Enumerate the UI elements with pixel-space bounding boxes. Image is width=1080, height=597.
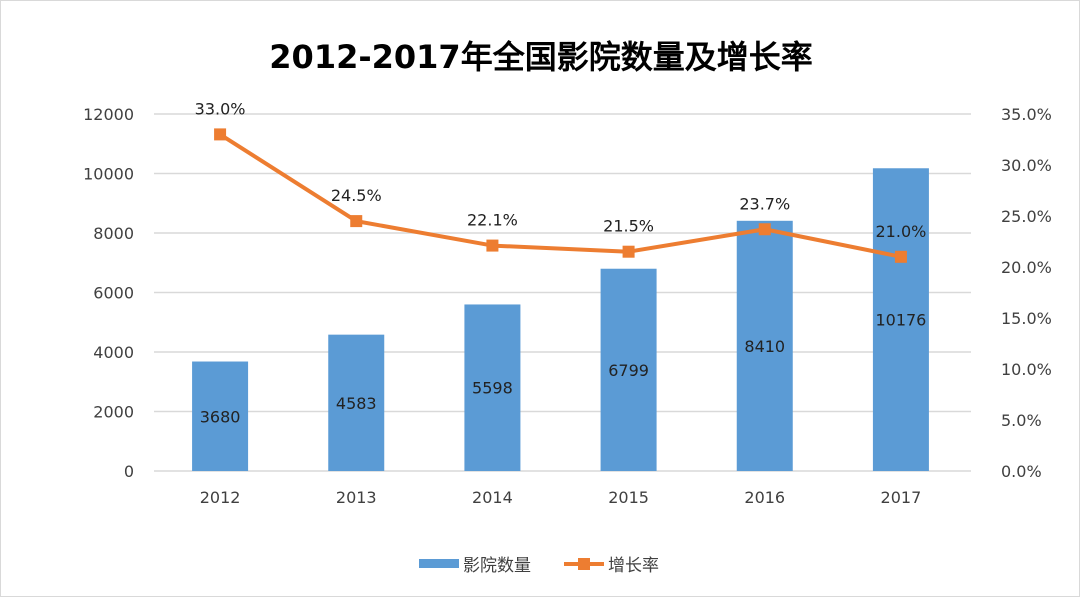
chart-title: 2012-2017年全国影院数量及增长率 — [269, 38, 812, 76]
line-data-label: 33.0% — [195, 99, 246, 118]
legend-line-marker — [578, 558, 590, 570]
right-tick-label: 15.0% — [1001, 309, 1052, 328]
legend-line-label: 增长率 — [608, 556, 659, 576]
line-marker — [622, 245, 635, 258]
line-data-label: 21.5% — [603, 217, 654, 236]
left-tick-label: 2000 — [93, 403, 134, 422]
right-tick-label: 10.0% — [1001, 360, 1052, 379]
line-marker — [486, 239, 499, 252]
line-data-label: 21.0% — [876, 222, 927, 241]
bar — [328, 334, 385, 471]
growth-line — [219, 132, 902, 259]
bar-data-label: 3680 — [200, 407, 241, 426]
right-tick-label: 5.0% — [1001, 411, 1042, 430]
legend-bar-label: 影院数量 — [463, 556, 531, 576]
bar-data-label: 10176 — [875, 311, 926, 330]
line-marker — [214, 128, 227, 141]
bar-data-label: 4583 — [336, 394, 377, 413]
line-marker — [350, 215, 363, 228]
legend: 影院数量 增长率 — [419, 556, 659, 576]
bar — [464, 304, 521, 471]
line-data-label: 24.5% — [331, 186, 382, 205]
left-tick-label: 4000 — [93, 343, 134, 362]
legend-bar-swatch — [419, 559, 459, 568]
line-marker — [894, 250, 907, 263]
line-data-label: 22.1% — [467, 211, 518, 230]
left-tick-label: 8000 — [93, 224, 134, 243]
x-tick-label: 2012 — [200, 488, 241, 507]
right-tick-label: 25.0% — [1001, 207, 1052, 226]
x-tick-label: 2014 — [472, 488, 513, 507]
x-tick-label: 2017 — [881, 488, 922, 507]
x-tick-label: 2015 — [608, 488, 649, 507]
bar-data-label: 5598 — [472, 379, 513, 398]
left-tick-label: 12000 — [83, 105, 134, 124]
left-tick-label: 6000 — [93, 284, 134, 303]
bar-data-label: 8410 — [744, 337, 785, 356]
x-tick-label: 2016 — [744, 488, 785, 507]
line-data-label: 23.7% — [739, 194, 790, 213]
left-tick-label: 0 — [124, 462, 134, 481]
bar — [736, 220, 793, 471]
line-marker — [758, 223, 771, 236]
right-tick-label: 20.0% — [1001, 258, 1052, 277]
right-tick-label: 35.0% — [1001, 105, 1052, 124]
bar — [600, 268, 657, 471]
right-tick-label: 0.0% — [1001, 462, 1042, 481]
right-tick-label: 30.0% — [1001, 156, 1052, 175]
bar — [872, 168, 929, 471]
x-tick-label: 2013 — [336, 488, 377, 507]
bar — [192, 361, 249, 471]
left-tick-label: 10000 — [83, 165, 134, 184]
bar-data-label: 6799 — [608, 361, 649, 380]
